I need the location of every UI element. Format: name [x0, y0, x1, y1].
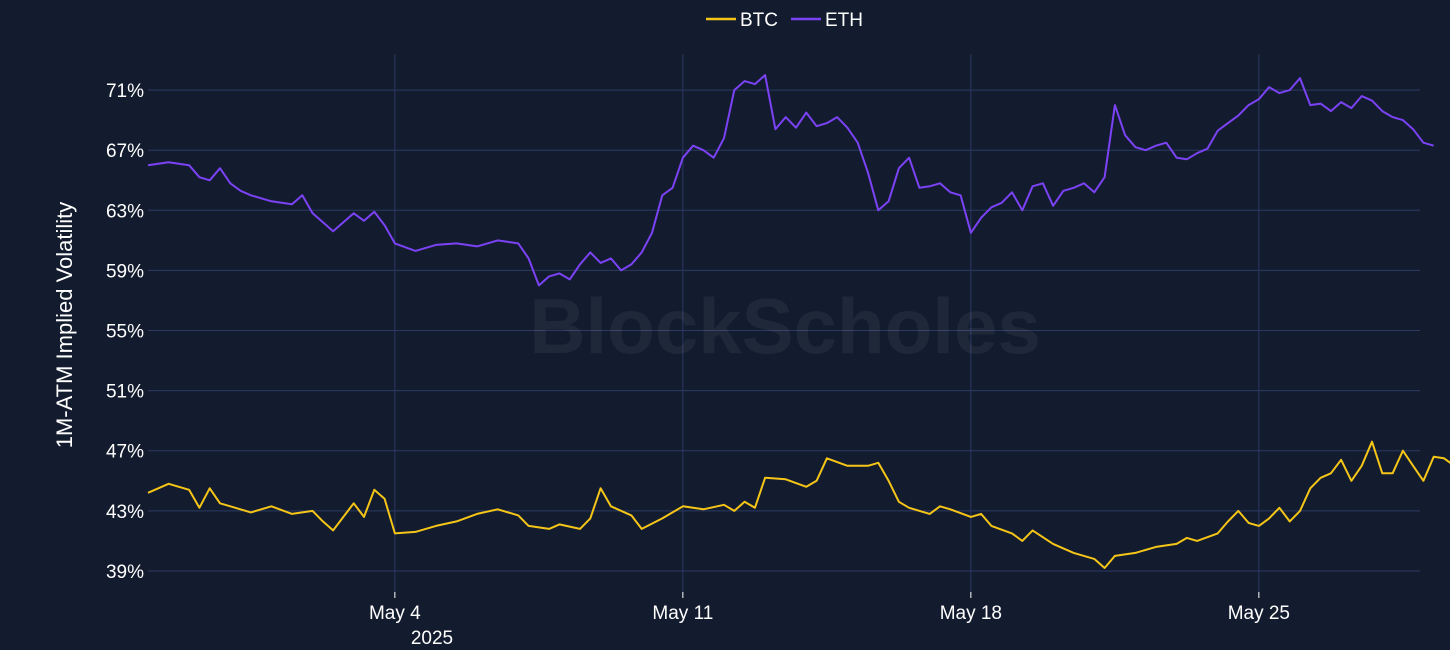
x-tick-label: May 18	[940, 603, 1002, 624]
legend: BTC ETH	[706, 10, 863, 31]
y-tick-label: 71%	[106, 81, 144, 102]
x-tick-label: May 4	[369, 603, 421, 624]
y-axis-ticks: 39% 43% 47% 51% 55% 59% 63% 67% 71%	[106, 81, 144, 583]
y-tick-label: 51%	[106, 382, 144, 403]
x-axis-ticks: May 4 May 11 May 18 May 25	[369, 592, 1290, 624]
y-axis-title: 1M-ATM Implied Volatility	[52, 202, 77, 449]
y-tick-label: 43%	[106, 502, 144, 523]
y-tick-label: 47%	[106, 442, 144, 463]
grid-lines	[148, 54, 1420, 592]
x-tick-label: May 25	[1228, 603, 1290, 624]
x-tick-label: May 11	[652, 603, 713, 624]
y-tick-label: 39%	[106, 562, 144, 583]
legend-label-eth: ETH	[825, 10, 863, 31]
series-line-btc	[147, 440, 1450, 569]
y-tick-label: 63%	[106, 201, 144, 222]
y-tick-label: 55%	[106, 322, 144, 343]
x-axis-year-label: 2025	[411, 628, 453, 649]
watermark-text: BlockScholes	[529, 282, 1041, 370]
series-lines	[147, 74, 1450, 569]
legend-label-btc: BTC	[740, 10, 778, 31]
y-tick-label: 67%	[106, 141, 144, 162]
y-tick-label: 59%	[106, 261, 144, 282]
series-line-eth	[147, 74, 1434, 287]
